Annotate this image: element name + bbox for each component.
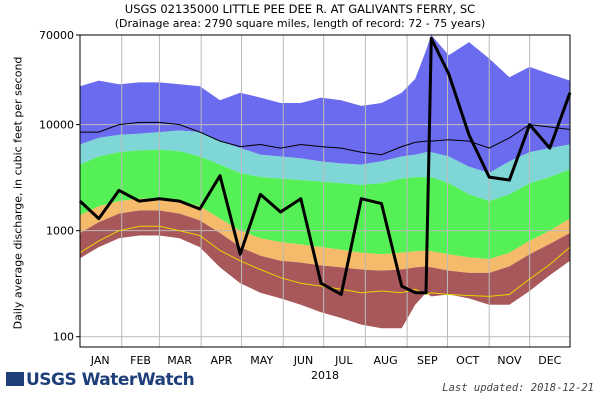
x-tick-label: FEB <box>130 354 151 367</box>
x-tick-label: NOV <box>497 354 522 367</box>
band-10-min <box>80 210 570 329</box>
x-axis-label: 2018 <box>311 369 339 382</box>
x-tick-label: MAR <box>167 354 192 367</box>
y-tick-label: 100 <box>53 331 74 344</box>
y-tick-label: 1000 <box>46 225 74 238</box>
x-tick-label: JUN <box>293 354 314 367</box>
plot-frame <box>79 34 571 348</box>
x-tick-label: AUG <box>374 354 398 367</box>
x-tick-label: JUL <box>334 354 353 367</box>
chart-subtitle: (Drainage area: 2790 square miles, lengt… <box>114 17 486 30</box>
logo-text: USGS WaterWatch <box>26 370 195 390</box>
x-tick-label: SEP <box>417 354 438 367</box>
x-tick-label: APR <box>210 354 232 367</box>
x-tick-label: JAN <box>90 354 110 367</box>
x-tick-label: DEC <box>538 354 561 367</box>
y-axis-label: Daily average discharge, in cubic feet p… <box>11 56 25 330</box>
chart-title: USGS 02135000 LITTLE PEE DEE R. AT GALIV… <box>124 2 476 16</box>
last-updated-text: Last updated: 2018-12-21 <box>442 382 594 394</box>
series-median <box>80 121 571 156</box>
y-tick-label: 70000 <box>39 29 74 42</box>
x-tick-label: OCT <box>456 354 479 367</box>
y-tick-label: 10000 <box>39 119 74 132</box>
usgs-waterwatch-logo[interactable]: USGS WaterWatch <box>6 370 195 390</box>
series-2018 <box>78 36 572 296</box>
usgs-logo-icon <box>6 372 24 386</box>
band-90-75 <box>80 130 570 202</box>
x-tick-label: MAY <box>250 354 273 367</box>
